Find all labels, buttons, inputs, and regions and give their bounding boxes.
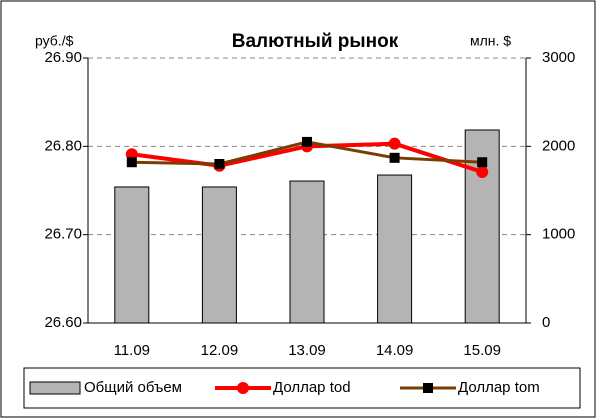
legend-label: Доллар tod [273,379,351,396]
x-tick-label: 11.09 [114,342,150,359]
legend-marker [423,383,433,393]
marker [477,157,488,168]
bar [201,186,237,324]
x-tick-label: 13.09 [288,342,326,359]
x-tick-label: 12.09 [201,342,239,359]
legend-swatch [29,381,81,395]
y-axis-label: руб./$ [35,33,74,49]
legend-label: Общий объем [84,379,182,396]
bar [289,180,325,324]
y2-axis-label: млн. $ [470,33,511,49]
y-tick-label: 26.80 [44,137,82,154]
y2-tick-label: 3000 [542,49,575,66]
chart-title: Валютный рынок [232,31,399,52]
x-tick-label: 14.09 [376,342,414,359]
marker [388,137,401,150]
legend-box [23,367,581,409]
legend-marker [237,382,249,394]
legend-label: Доллар tom [458,379,540,396]
y-tick-label: 26.60 [44,314,82,331]
y-tick-label: 26.90 [44,49,82,66]
y2-tick-label: 0 [542,314,550,331]
marker [389,152,400,163]
marker [302,136,312,147]
x-tick-label: 15.09 [463,342,501,359]
marker [126,157,137,168]
y2-tick-label: 2000 [542,137,575,154]
marker [214,159,225,169]
marker [476,165,489,178]
bar [377,174,413,324]
y2-tick-label: 1000 [542,226,575,243]
bar [114,186,150,324]
y-tick-label: 26.70 [44,226,82,243]
